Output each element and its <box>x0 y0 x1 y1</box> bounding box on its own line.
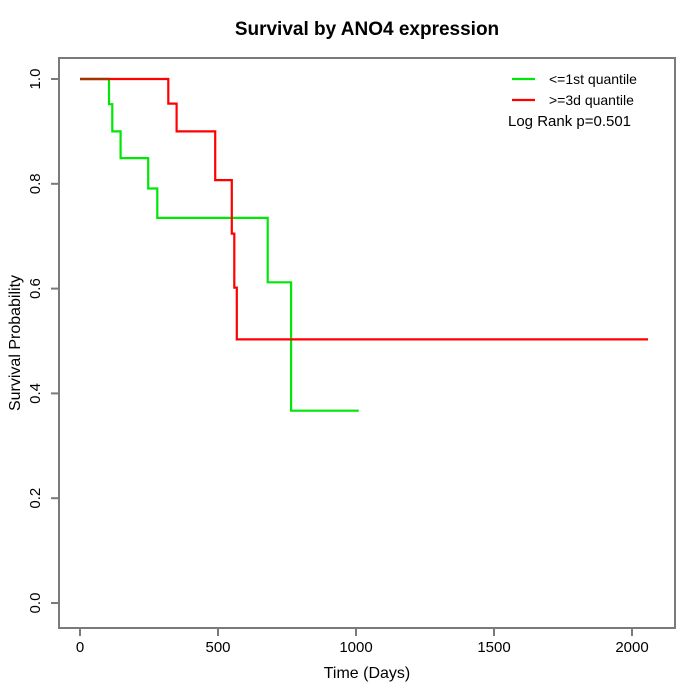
survival-curve-green <box>80 77 359 412</box>
y-tick-label: 0.6 <box>27 278 44 299</box>
x-tick-label: 0 <box>76 639 84 656</box>
curves-layer <box>80 77 648 412</box>
plot-frame <box>58 57 676 629</box>
log-rank-annotation: Log Rank p=0.501 <box>508 113 631 130</box>
chart-title: Survival by ANO4 expression <box>235 19 499 40</box>
x-axis-label: Time (Days) <box>324 665 411 682</box>
y-axis-label: Survival Probability <box>7 275 24 411</box>
x-tick-label: 2000 <box>615 639 648 656</box>
y-tick-label: 0.2 <box>27 488 44 509</box>
survival-curve-red <box>80 77 648 341</box>
y-tick-label: 1.0 <box>27 69 44 90</box>
legend: <=1st quantile >=3d quantile Log Rank p=… <box>508 71 637 130</box>
x-tick-label: 1500 <box>477 639 510 656</box>
x-tick-label: 1000 <box>339 639 372 656</box>
y-tick-label: 0.4 <box>27 383 44 404</box>
legend-label-3d-quantile: >=3d quantile <box>549 92 634 108</box>
axes-layer: 0 500 1000 1500 2000 0.0 0.2 0.4 0.6 0.8 1.0 <box>27 57 676 656</box>
y-tick-label: 0.8 <box>27 173 44 194</box>
legend-label-1st-quantile: <=1st quantile <box>549 71 637 87</box>
x-tick-label: 500 <box>205 639 230 656</box>
y-tick-label: 0.0 <box>27 593 44 614</box>
